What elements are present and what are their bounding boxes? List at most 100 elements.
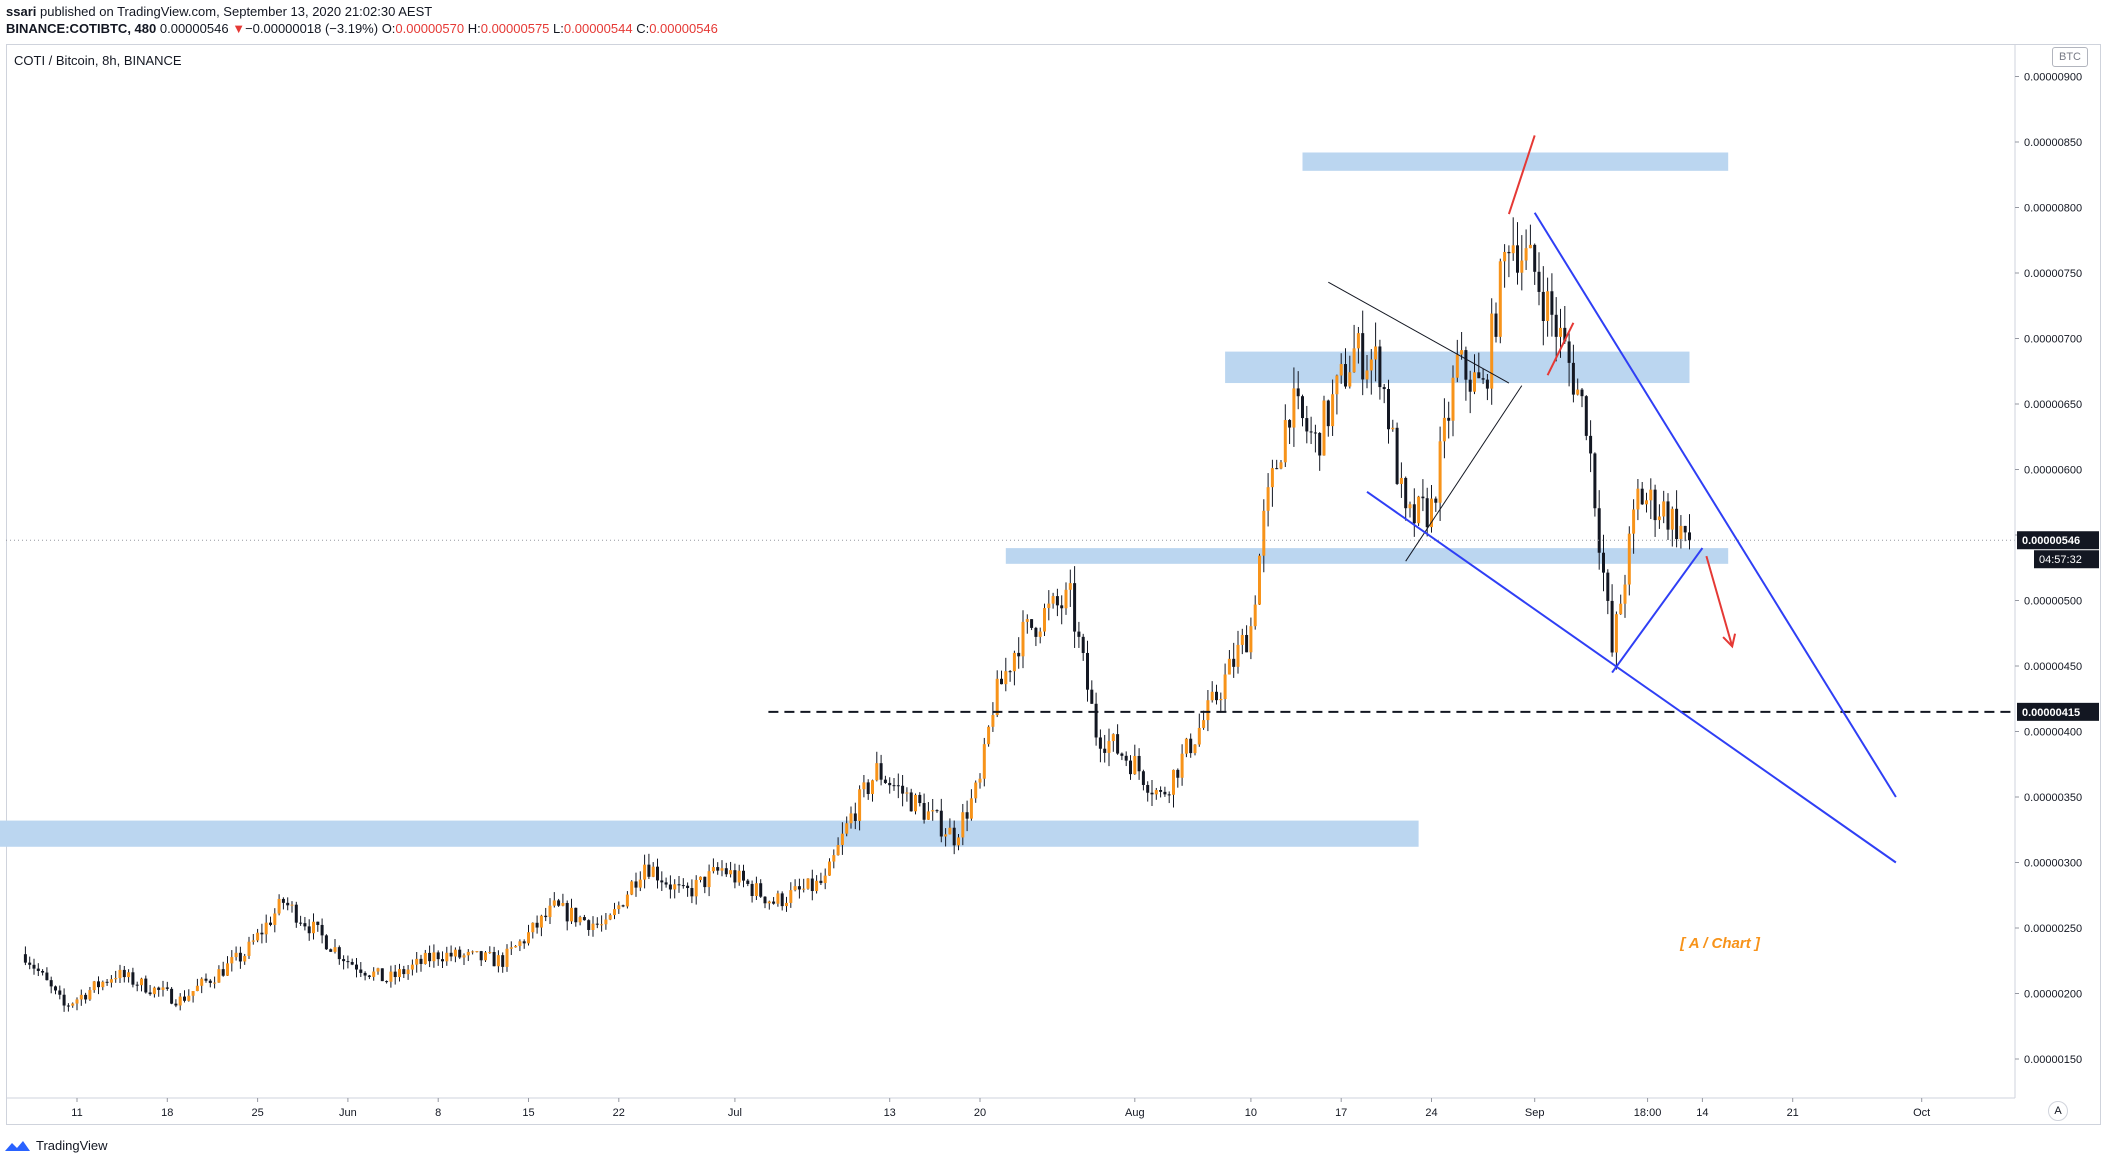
candle-body — [406, 969, 410, 975]
candle-body — [570, 907, 573, 922]
y-tick-label: 0.00000900 — [2024, 72, 2082, 84]
publish-header: ssari published on TradingView.com, Sept… — [0, 0, 2102, 40]
currency-button[interactable]: BTC — [2052, 47, 2088, 67]
red-trendline-3[interactable] — [1546, 322, 1575, 376]
candle-body — [1275, 468, 1279, 470]
candle-body — [625, 894, 629, 907]
candle-body — [1404, 477, 1408, 509]
candle-body — [1146, 784, 1150, 793]
blue-trendline-4[interactable] — [1533, 212, 1897, 798]
candle-body — [66, 1005, 70, 1007]
candle-body — [277, 898, 281, 914]
candle-body — [1060, 605, 1064, 609]
candle-body — [1189, 738, 1193, 754]
x-tick-label: 22 — [613, 1107, 625, 1119]
candle-body — [823, 875, 827, 884]
down-arrow-icon[interactable] — [1705, 555, 1734, 647]
black-trendline-1[interactable] — [1405, 385, 1523, 562]
candle-body — [1460, 350, 1464, 355]
candle-body — [797, 886, 801, 890]
candle-body — [1193, 744, 1197, 754]
candle-body — [509, 947, 513, 949]
candle-body — [329, 949, 333, 952]
zone-3[interactable] — [0, 820, 1419, 847]
zone-2[interactable] — [1005, 548, 1729, 564]
candle-body — [539, 915, 543, 928]
candle-body — [832, 855, 836, 862]
auto-scale-button[interactable]: A — [2048, 1101, 2068, 1121]
candle-body — [1253, 604, 1257, 627]
black-trendline-0[interactable] — [1328, 281, 1510, 384]
candle-body — [1623, 584, 1627, 604]
candle-body — [914, 794, 917, 812]
x-tick-label: 17 — [1335, 1107, 1347, 1119]
candle-body — [1382, 387, 1386, 390]
zone-0[interactable] — [1302, 152, 1729, 171]
candle-body — [131, 972, 135, 985]
candle-body — [600, 924, 604, 926]
candle-body — [367, 975, 371, 977]
candle-body — [1017, 652, 1021, 657]
candle-body — [458, 949, 462, 958]
y-tick-label: 0.00000350 — [2024, 792, 2082, 804]
candle-body — [1627, 533, 1631, 585]
candle-body — [410, 964, 414, 970]
candle-body — [1008, 671, 1012, 673]
candle-body — [759, 883, 763, 897]
candle-body — [1494, 313, 1498, 337]
candle-body — [1610, 600, 1614, 653]
candle-body — [363, 972, 367, 976]
candle-body — [1640, 488, 1644, 505]
candle-body — [1197, 727, 1201, 745]
footer-brand[interactable]: TradingView — [36, 1138, 108, 1153]
candle-body — [1451, 377, 1455, 421]
candle-body — [1262, 510, 1266, 556]
candle-body — [819, 880, 823, 884]
candle-body — [630, 881, 634, 895]
candlestick-series — [23, 217, 1691, 1012]
candle-body — [213, 982, 217, 984]
x-tick-label: 13 — [884, 1107, 896, 1119]
x-tick-label: 25 — [251, 1107, 263, 1119]
candle-body — [41, 970, 45, 973]
candle-body — [1348, 372, 1352, 387]
candle-body — [892, 785, 896, 787]
blue-trendline-6[interactable] — [1611, 547, 1704, 674]
candle-body — [544, 915, 548, 918]
blue-trendline-5[interactable] — [1366, 490, 1897, 864]
candle-body — [1666, 501, 1670, 530]
candle-body — [673, 884, 677, 890]
candle-body — [105, 981, 109, 983]
candle-body — [1606, 572, 1610, 601]
candle-body — [471, 951, 475, 953]
chart-frame[interactable] — [6, 44, 2101, 1125]
candle-body — [75, 999, 79, 1004]
candle-body — [896, 785, 900, 787]
candle-body — [1339, 364, 1343, 376]
candle-body — [793, 886, 797, 891]
author-name[interactable]: ssari — [6, 4, 37, 19]
candle-body — [1094, 703, 1098, 738]
candle-body — [1468, 379, 1472, 392]
candle-body — [1391, 427, 1395, 430]
candle-body — [557, 900, 561, 906]
candle-body — [1116, 734, 1120, 754]
y-tick-label: 0.00000800 — [2024, 203, 2082, 215]
red-trendline-2[interactable] — [1507, 135, 1536, 215]
x-tick-label: 11 — [71, 1107, 82, 1119]
candle-body — [1012, 652, 1016, 672]
candle-body — [1219, 698, 1223, 701]
x-tick-label: Oct — [1913, 1107, 1930, 1119]
candle-body — [320, 924, 324, 936]
x-tick-label: Sep — [1525, 1107, 1545, 1119]
candle-body — [178, 996, 182, 1006]
candle-body — [445, 952, 449, 962]
candle-body — [449, 952, 453, 957]
candle-body — [1520, 260, 1524, 273]
candle-body — [208, 980, 212, 983]
candle-body — [466, 951, 470, 956]
price-change: −0.00000018 (−3.19%) — [245, 21, 379, 36]
candle-body — [1266, 487, 1270, 511]
candle-body — [1589, 435, 1593, 454]
